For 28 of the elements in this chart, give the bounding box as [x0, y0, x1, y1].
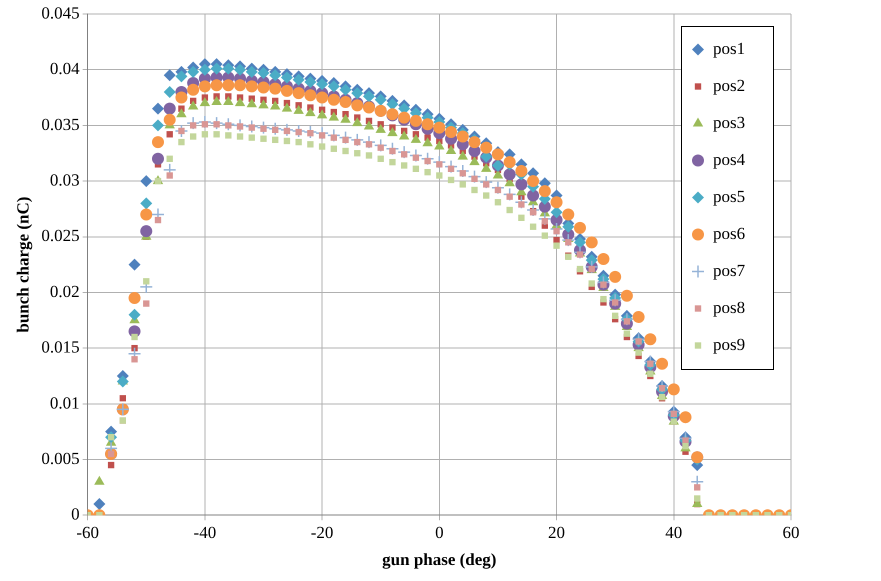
- legend-label: pos8: [713, 298, 746, 317]
- y-tick-label: 0.03: [50, 170, 80, 190]
- legend-label: pos7: [713, 260, 746, 280]
- legend-label: pos2: [713, 76, 746, 95]
- y-tick-label: 0.01: [50, 393, 80, 412]
- legend-label: pos4: [713, 150, 746, 169]
- legend-label: pos5: [713, 186, 746, 206]
- x-tick-label: -40: [194, 522, 216, 542]
- legend-label: pos3: [713, 112, 746, 132]
- legend-label: pos1: [713, 38, 746, 58]
- y-tick-label: 0.015: [41, 338, 80, 357]
- y-tick-label: 0.04: [50, 59, 80, 78]
- y-tick-label: 0: [71, 504, 80, 524]
- y-tick-label: 0.025: [41, 226, 80, 246]
- x-tick-label: -60: [76, 522, 99, 542]
- legend-label: pos9: [713, 334, 746, 354]
- x-tick-label: 40: [665, 522, 682, 542]
- x-tick-label: -20: [310, 522, 334, 542]
- x-tick-label: 60: [782, 522, 800, 542]
- x-axis-title: gun phase (deg): [382, 550, 496, 570]
- y-tick-label: 0.045: [41, 3, 80, 22]
- y-axis-title: bunch charge (nC): [14, 196, 33, 333]
- x-tick-label: 20: [548, 522, 566, 542]
- y-tick-label: 0.02: [50, 282, 80, 301]
- y-tick-label: 0.005: [41, 448, 80, 468]
- x-tick-label: 0: [435, 522, 444, 542]
- y-tick-label: 0.035: [41, 114, 80, 134]
- legend-label: pos6: [713, 224, 746, 243]
